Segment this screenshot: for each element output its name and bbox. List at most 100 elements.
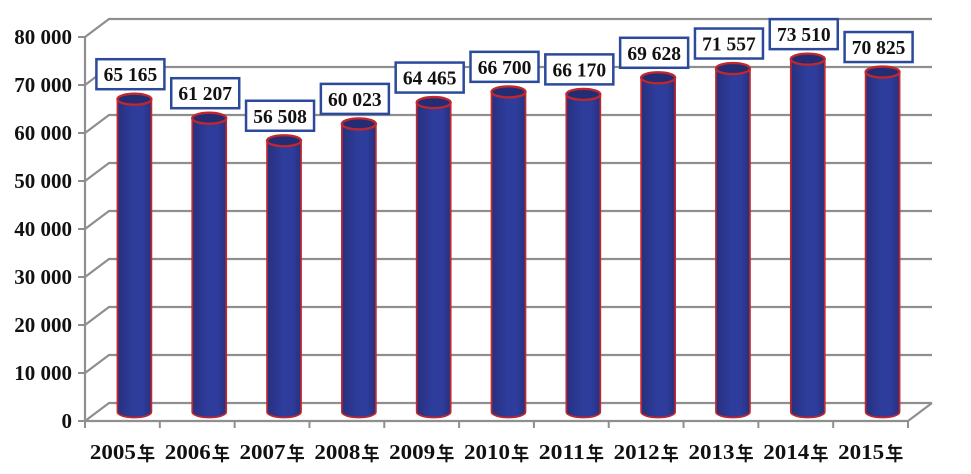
data-label-value: 70 825 (852, 38, 906, 59)
cylinder-body (341, 123, 377, 419)
x-axis-label-digits: 2012 (614, 440, 660, 464)
cylinder-top (565, 87, 602, 102)
x-axis-label-2010年: 2010 (464, 440, 529, 464)
x-axis-label-digits: 2014 (763, 440, 810, 464)
data-label-2010年: 66 700 (469, 50, 540, 84)
cylinder-top (864, 65, 901, 79)
nian-year-character (137, 443, 155, 463)
cylinder-top (191, 111, 228, 125)
data-label-box (469, 50, 540, 84)
cylinder-body (191, 117, 228, 419)
y-axis-tick-label: 40 000 (14, 217, 72, 241)
nian-year-character (586, 443, 604, 463)
cylinder-top (340, 117, 378, 131)
y-axis-tick-label: 50 000 (14, 169, 72, 193)
cylinder-bar-2015年 (864, 65, 901, 419)
cylinder-body (415, 101, 452, 419)
nian-year-character (436, 443, 454, 463)
x-axis-label-2008年: 2008 (314, 440, 379, 464)
x-axis-label-digits: 2008 (314, 440, 360, 464)
cylinder-body (490, 90, 527, 419)
data-label-value: 61 207 (178, 84, 232, 105)
data-label-2014年: 73 510 (768, 17, 840, 51)
data-label-value: 69 628 (627, 44, 681, 65)
cylinder-bar-2005年 (116, 92, 153, 419)
x-axis-label-2014年: 2014 (763, 440, 828, 464)
cylinder-bar-2006年 (191, 111, 228, 419)
x-axis-label-digits: 2007 (240, 440, 286, 464)
cylinder-bar-2009年 (415, 95, 452, 419)
floor-right-edge (907, 402, 933, 422)
nian-year-character (810, 443, 828, 463)
y-axis-tick-label: 70 000 (14, 73, 72, 97)
data-label-2011年: 66 170 (544, 53, 615, 86)
data-label-value: 66 170 (553, 60, 607, 81)
cylinder-top (639, 71, 677, 85)
cylinder-top (789, 52, 826, 66)
data-label-value: 65 165 (104, 65, 158, 86)
data-label-value: 56 508 (253, 107, 307, 128)
data-label-box (843, 30, 914, 64)
data-label-box (95, 57, 166, 91)
y-axis-tick-label: 80 000 (14, 25, 72, 49)
data-labels: 65 165 61 207 56 508 60 023 64 465 66 700 66 1… (95, 17, 914, 133)
data-label-2009年: 64 465 (394, 61, 465, 94)
x-axis-label-digits: 2005 (90, 440, 136, 464)
x-axis-label-digits: 2010 (464, 440, 510, 464)
data-label-box (244, 99, 316, 133)
x-axis-label-2006年: 2006 (165, 440, 230, 464)
cylinder-top (265, 134, 303, 148)
cylinder-body (789, 58, 826, 419)
axes (83, 37, 933, 428)
x-axis-label-digits: 2006 (165, 440, 211, 464)
data-label-box (319, 82, 391, 116)
x-axis-label-digits: 2015 (838, 440, 884, 464)
nian-year-character (212, 443, 230, 463)
y-axis-tick-label: 30 000 (14, 265, 72, 289)
data-label-2005年: 65 165 (95, 57, 166, 91)
cylinder-body (640, 76, 676, 419)
nian-year-character (511, 443, 529, 463)
nian-year-character (287, 443, 305, 463)
nian-year-character (661, 443, 679, 463)
data-label-box (768, 17, 840, 51)
nian-year-character (885, 443, 903, 463)
nian-year-character (362, 443, 379, 463)
cylinder-bar-2011年 (565, 87, 602, 419)
cylinder-bar-2010年 (490, 85, 527, 419)
data-label-2013年: 71 557 (693, 27, 765, 60)
x-axis-label-2009年: 2009 (389, 440, 454, 464)
y-axis-labels: 80 000 70 000 60 000 50 000 40 000 30 000 20 0… (14, 25, 72, 433)
data-label-value: 71 557 (702, 35, 756, 56)
x-axis-label-2012年: 2012 (614, 440, 679, 464)
cylinder-bar-2012年 (639, 71, 677, 419)
data-label-2006年: 61 207 (169, 76, 241, 110)
cylinder-top (116, 92, 153, 106)
data-label-2015年: 70 825 (843, 30, 914, 64)
data-label-box (544, 53, 615, 86)
data-label-box (693, 27, 765, 60)
cylinder-bar-2013年 (714, 61, 752, 419)
x-axis-label-digits: 2013 (688, 440, 734, 464)
data-label-box (169, 76, 241, 110)
data-label-2012年: 69 628 (618, 36, 690, 70)
cylinder-top (714, 61, 752, 76)
cylinder-top (415, 95, 452, 110)
cylinder-bar-2007年 (265, 134, 303, 419)
x-axis-labels: 2005 2006 2007 2008 2009 2010 2011 2012 2013 2014… (90, 440, 903, 464)
data-label-box (618, 36, 690, 70)
y-axis-tick-label: 20 000 (14, 313, 72, 337)
y-axis-tick-label: 60 000 (14, 121, 72, 145)
data-label-2007年: 56 508 (244, 99, 316, 133)
data-label-2008年: 60 023 (319, 82, 391, 116)
y-axis-tick-label: 10 000 (14, 361, 72, 385)
cylinder-body (266, 139, 302, 419)
cylinder-body (864, 71, 901, 419)
data-label-value: 64 465 (403, 69, 457, 90)
cylinder-body (565, 93, 602, 419)
x-axis-label-2013年: 2013 (688, 440, 753, 464)
x-axis-label-2007年: 2007 (240, 440, 305, 464)
x-axis-label-digits: 2011 (539, 440, 585, 464)
